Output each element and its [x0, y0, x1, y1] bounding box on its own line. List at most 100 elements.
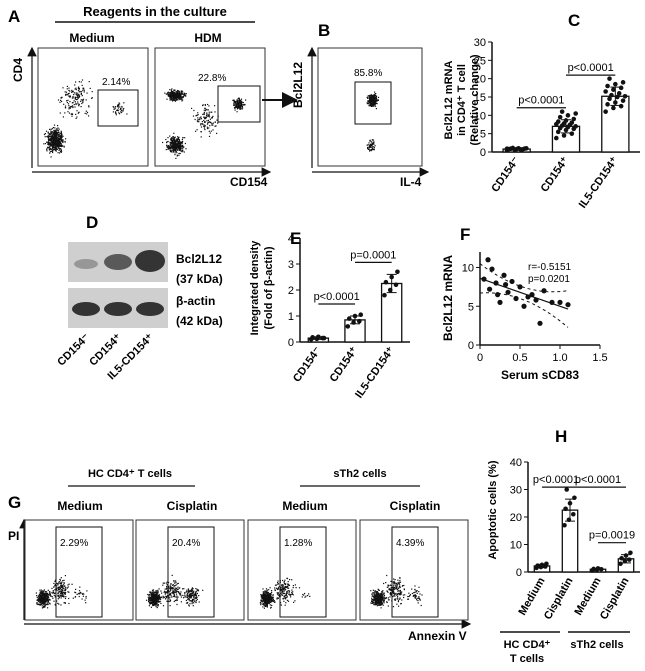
flow-dot [269, 597, 271, 599]
flow-dot [60, 590, 62, 592]
flow-dot [63, 595, 65, 597]
flow-dot [163, 582, 165, 584]
flow-dot [196, 596, 198, 598]
flow-dot [377, 594, 379, 596]
flow-dot [155, 595, 157, 597]
flow-dot [373, 143, 375, 145]
flow-dot [177, 136, 179, 138]
flow-dot [370, 602, 372, 604]
flow-dot [172, 136, 174, 138]
band-label-bcl2l12: Bcl2L12 [176, 252, 222, 266]
flow-dot [196, 588, 198, 590]
flow-dot [75, 103, 77, 106]
flow-dot [74, 101, 76, 103]
flow-dot [177, 91, 179, 93]
flow-dot [377, 595, 379, 597]
flow-dot [173, 600, 175, 603]
flow-dot [390, 580, 392, 582]
flow-dot [80, 93, 83, 95]
flow-dot [67, 111, 69, 113]
panel-f-letter: F [460, 225, 470, 244]
flow-dot [287, 583, 290, 585]
flow-dot [372, 148, 374, 150]
flow-dot [191, 107, 193, 109]
flow-dot [189, 589, 191, 591]
p-value-label: p=0.0019 [589, 530, 635, 542]
flow-dot [57, 584, 59, 586]
x-tick-label: 0 [477, 352, 483, 364]
flow-dot [165, 597, 167, 599]
flow-dot [264, 597, 266, 599]
flow-dot [183, 595, 185, 597]
flow-dot [211, 111, 213, 113]
flow-dot [378, 593, 380, 595]
flow-dot [294, 600, 296, 602]
flow-dot [172, 591, 174, 593]
flow-dot [170, 92, 172, 94]
flow-dot [418, 591, 420, 593]
flow-dot [203, 126, 205, 128]
flow-dot [417, 597, 419, 600]
flow-dot [157, 594, 159, 596]
flow-dot [64, 589, 66, 591]
flow-dot [180, 95, 182, 97]
flow-dot [368, 146, 370, 148]
flow-dot [377, 99, 379, 101]
flow-dot [71, 105, 74, 107]
flow-dot [177, 96, 179, 98]
flow-dot [177, 145, 179, 147]
flow-dot [61, 595, 64, 597]
panel-e-letter: E [290, 229, 301, 248]
flow-dot [172, 595, 174, 598]
flow-dot [372, 589, 374, 591]
flow-dot [83, 91, 85, 93]
flow-dot [172, 94, 175, 96]
flow-dot [280, 604, 282, 606]
flow-dot [204, 104, 206, 106]
flow-dot [283, 582, 285, 584]
flow-dot [298, 587, 301, 589]
flow-dot [386, 590, 388, 592]
flow-dot [49, 594, 51, 596]
flow-dot [369, 149, 371, 151]
flow-dot [53, 133, 55, 135]
flow-dot [71, 113, 74, 115]
flow-dot [371, 599, 373, 601]
flow-dot [387, 597, 389, 599]
flow-dot [116, 109, 118, 112]
flow-dot [119, 106, 121, 108]
flow-dot [263, 596, 265, 598]
flow-dot [208, 116, 211, 118]
flow-dot [192, 600, 194, 602]
flow-dot [403, 596, 405, 599]
flow-dot [196, 590, 198, 592]
flow-dot [374, 597, 377, 599]
band-bcl2l12-lane2 [104, 254, 132, 270]
flow-dot [168, 593, 171, 596]
flow-dot [50, 134, 52, 136]
flow-dot [54, 585, 56, 587]
flow-dot [71, 102, 73, 104]
flow-dot [396, 586, 398, 588]
flow-dot [55, 148, 57, 150]
flow-dot [243, 104, 245, 106]
flow-dot [264, 602, 266, 604]
flow-dot [151, 601, 153, 603]
flow-dot [150, 591, 152, 593]
flow-dot [172, 97, 174, 99]
flow-dot [240, 99, 242, 101]
flow-dot [178, 147, 180, 149]
flow-dot [390, 593, 392, 595]
flow-dot [41, 607, 43, 609]
flow-dot [159, 597, 161, 599]
flow-dot [175, 589, 177, 591]
flow-dot [380, 592, 382, 594]
flow-dot [74, 98, 76, 100]
flow-dot [78, 87, 80, 90]
flow-dot [283, 588, 285, 590]
flow-dot [270, 599, 272, 601]
flow-dot [372, 148, 374, 150]
flow-dot [63, 103, 65, 105]
flow-dot [68, 597, 70, 600]
flow-dot [206, 109, 208, 111]
